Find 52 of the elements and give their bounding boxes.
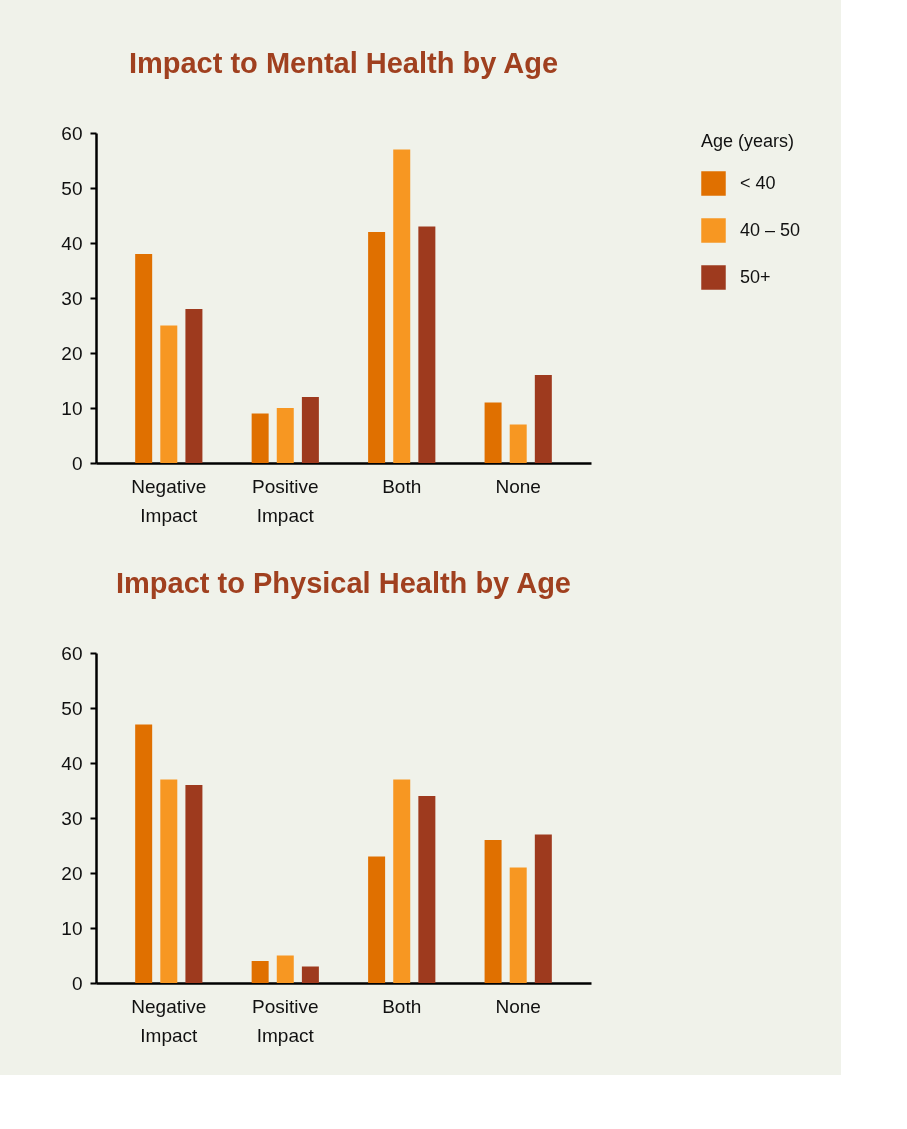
bar <box>484 402 502 463</box>
x-tick-label: Both <box>382 995 422 1017</box>
x-tick-label: Positive Impact <box>252 995 319 1046</box>
x-tick-label: None <box>495 995 541 1017</box>
bar <box>484 840 502 983</box>
x-tick-label: Both <box>382 475 422 497</box>
y-tick-label: 60 <box>61 642 83 664</box>
y-tick-label: 40 <box>61 232 83 254</box>
bar <box>393 779 411 983</box>
bar <box>393 149 411 463</box>
bar <box>301 397 319 463</box>
legend-label: 50+ <box>740 266 771 287</box>
bar <box>418 226 436 463</box>
y-tick-label: 30 <box>61 807 83 829</box>
legend-label: 40 – 50 <box>740 219 801 240</box>
y-tick-label: 0 <box>71 452 83 474</box>
legend-label: < 40 <box>740 172 776 193</box>
bar <box>160 779 178 983</box>
bar <box>160 325 178 463</box>
bar <box>185 309 203 463</box>
bar <box>135 254 153 463</box>
bar <box>509 424 527 463</box>
chart-title: Impact to Mental Health by Age <box>128 47 559 79</box>
bar <box>418 796 436 983</box>
bar <box>509 867 527 983</box>
bar <box>251 413 269 463</box>
y-tick-label: 10 <box>61 397 83 419</box>
y-tick-label: 10 <box>61 917 83 939</box>
bar <box>185 785 203 983</box>
legend-title: Age (years) <box>701 131 795 151</box>
y-tick-label: 30 <box>61 287 83 309</box>
x-tick-label: None <box>495 475 541 497</box>
x-tick-label: Negative Impact <box>131 995 207 1046</box>
bar <box>135 724 153 983</box>
y-tick-label: 60 <box>61 122 83 144</box>
y-tick-label: 20 <box>61 862 83 884</box>
y-tick-label: 0 <box>71 972 83 994</box>
bar <box>276 955 294 983</box>
y-tick-label: 20 <box>61 342 83 364</box>
bar <box>251 961 269 983</box>
bar <box>534 834 552 983</box>
y-tick-label: 50 <box>61 697 83 719</box>
y-tick-label: 40 <box>61 752 83 774</box>
bar <box>368 232 386 463</box>
chart-title: Impact to Physical Health by Age <box>116 567 571 599</box>
bar <box>534 375 552 463</box>
y-tick-label: 50 <box>61 177 83 199</box>
x-tick-label: Positive Impact <box>252 475 319 526</box>
bar <box>368 856 386 983</box>
bar <box>276 408 294 463</box>
x-tick-label: Negative Impact <box>131 475 207 526</box>
bar <box>301 966 319 983</box>
